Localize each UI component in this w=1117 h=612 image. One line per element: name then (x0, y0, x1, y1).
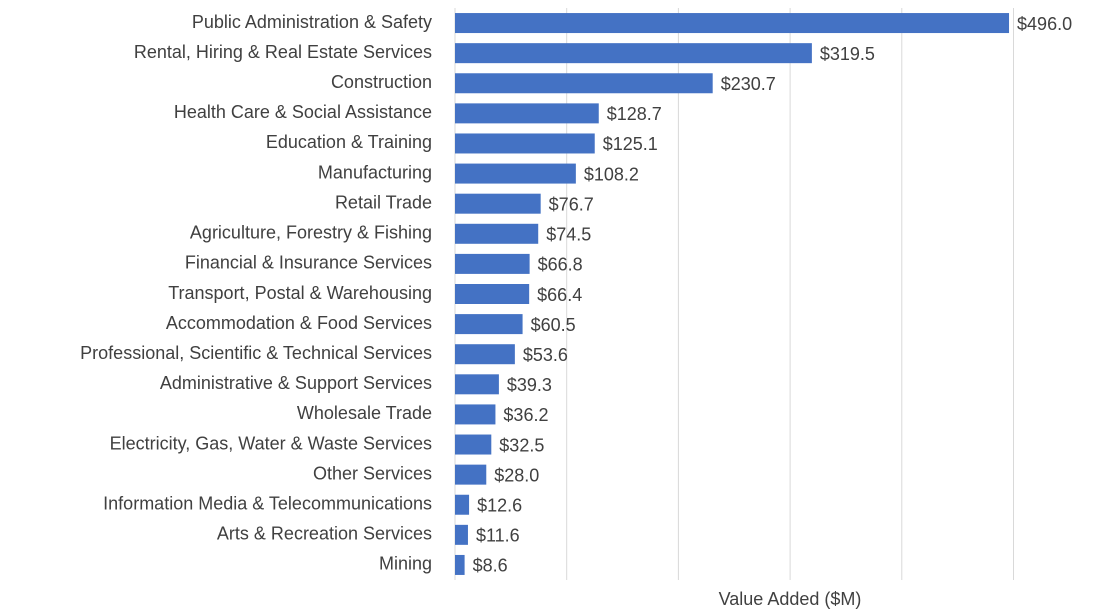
y-tick-label: Rental, Hiring & Real Estate Services (134, 42, 432, 62)
data-label: $39.3 (507, 375, 552, 395)
data-label: $496.0 (1017, 14, 1072, 34)
bar (455, 344, 515, 365)
data-label: $60.5 (531, 315, 576, 335)
data-label: $128.7 (607, 104, 662, 124)
bar (455, 43, 812, 64)
bar (455, 524, 468, 545)
y-tick-label: Accommodation & Food Services (166, 313, 432, 333)
data-label: $11.6 (476, 526, 520, 546)
data-label: $230.7 (721, 74, 776, 94)
bar (455, 434, 492, 455)
data-label: $8.6 (473, 556, 508, 576)
y-tick-label: Other Services (313, 463, 432, 483)
y-tick-label: Retail Trade (335, 192, 432, 212)
bar (455, 223, 539, 244)
y-tick-label: Manufacturing (318, 162, 432, 182)
data-label: $319.5 (820, 44, 875, 64)
data-label: $74.5 (546, 225, 591, 245)
data-label: $66.8 (538, 255, 583, 275)
bar (455, 374, 499, 395)
data-label: $12.6 (477, 495, 522, 515)
bar (455, 133, 595, 154)
y-tick-label: Wholesale Trade (297, 403, 432, 423)
y-tick-label: Transport, Postal & Warehousing (168, 283, 432, 303)
y-tick-label: Electricity, Gas, Water & Waste Services (110, 433, 432, 453)
data-label: $76.7 (549, 194, 594, 214)
bar (455, 253, 530, 274)
bar (455, 314, 523, 335)
y-tick-label: Professional, Scientific & Technical Ser… (80, 343, 432, 363)
bar (455, 163, 576, 184)
y-tick-label: Agriculture, Forestry & Fishing (190, 223, 432, 243)
y-tick-label: Administrative & Support Services (160, 373, 432, 393)
y-tick-label: Public Administration & Safety (192, 12, 432, 32)
data-label: $125.1 (603, 134, 658, 154)
y-tick-label: Arts & Recreation Services (217, 524, 432, 544)
data-label: $108.2 (584, 164, 639, 184)
y-tick-label: Health Care & Social Assistance (174, 102, 432, 122)
y-tick-label: Information Media & Telecommunications (103, 493, 432, 513)
bar (455, 494, 470, 515)
bar (455, 464, 487, 485)
bar (455, 284, 530, 304)
bar (455, 554, 465, 575)
data-label: $32.5 (499, 435, 544, 455)
y-tick-label: Mining (379, 554, 432, 574)
bar (455, 404, 496, 425)
y-tick-label: Construction (331, 72, 432, 92)
bar (455, 103, 599, 124)
bar (455, 193, 541, 214)
x-axis-label: Value Added ($M) (719, 589, 862, 609)
data-label: $53.6 (523, 345, 568, 365)
y-tick-label: Financial & Insurance Services (185, 253, 432, 273)
data-label: $66.4 (537, 285, 582, 305)
data-label: $36.2 (503, 405, 548, 425)
bar (455, 73, 713, 94)
y-tick-label: Education & Training (266, 132, 432, 152)
data-label: $28.0 (494, 465, 539, 485)
bar (455, 13, 1010, 34)
